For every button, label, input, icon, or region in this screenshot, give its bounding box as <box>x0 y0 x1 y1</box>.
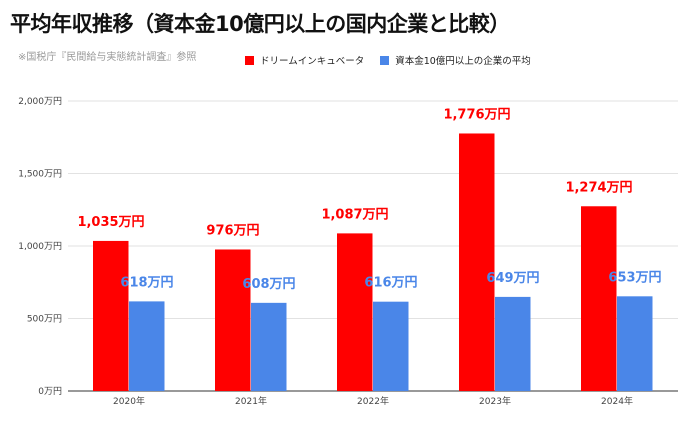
data-label-large-company-average: 608万円 <box>242 277 295 292</box>
data-label-large-company-average: 618万円 <box>120 275 173 290</box>
x-tick-label: 2021年 <box>235 395 267 407</box>
legend-label-large-company-average: 資本金10億円以上の企業の平均 <box>395 56 531 67</box>
x-tick-label: 2022年 <box>357 395 389 407</box>
x-tick-label: 2020年 <box>113 395 145 407</box>
data-label-large-company-average: 649万円 <box>486 271 539 286</box>
legend-item-dream-incubator: ドリームインキュベータ <box>245 53 364 67</box>
y-tick-label: 1,000万円 <box>18 241 62 252</box>
y-tick-label: 1,500万円 <box>18 169 62 180</box>
bar-large-company-average <box>129 301 165 391</box>
legend-label-dream-incubator: ドリームインキュベータ <box>260 56 365 67</box>
y-tick-label: 500万円 <box>27 314 62 325</box>
data-label-large-company-average: 616万円 <box>364 276 417 291</box>
legend-swatch-red <box>245 55 254 65</box>
bar-large-company-average <box>373 301 409 391</box>
x-tick-label: 2023年 <box>479 395 511 407</box>
chart-subtitle: ※国税庁『民間給与実態統計調査』参照 <box>18 52 197 63</box>
data-label-dream-incubator: 976万円 <box>206 223 259 238</box>
bar-large-company-average <box>617 296 653 391</box>
x-tick-label: 2024年 <box>601 395 633 407</box>
bar-dream-incubator <box>93 240 129 391</box>
bar-dream-incubator <box>215 249 251 391</box>
chart-legend: ドリームインキュベータ 資本金10億円以上の企業の平均 <box>245 53 547 67</box>
data-label-large-company-average: 653万円 <box>608 270 661 285</box>
bar-dream-incubator <box>337 233 373 391</box>
y-tick-label: 2,000万円 <box>18 96 62 107</box>
data-label-dream-incubator: 1,035万円 <box>77 215 144 230</box>
data-label-dream-incubator: 1,776万円 <box>443 107 510 122</box>
bar-large-company-average <box>495 296 531 391</box>
bar-dream-incubator <box>459 133 495 392</box>
y-tick-label: 0万円 <box>38 386 62 397</box>
legend-item-large-company-average: 資本金10億円以上の企業の平均 <box>380 53 531 67</box>
legend-swatch-blue <box>380 55 390 65</box>
bar-large-company-average <box>251 302 287 391</box>
data-label-dream-incubator: 1,087万円 <box>321 207 388 222</box>
chart-title: 平均年収推移（資本金10億円以上の国内企業と比較） <box>10 12 510 36</box>
data-label-dream-incubator: 1,274万円 <box>565 180 632 195</box>
bar-dream-incubator <box>581 206 617 391</box>
